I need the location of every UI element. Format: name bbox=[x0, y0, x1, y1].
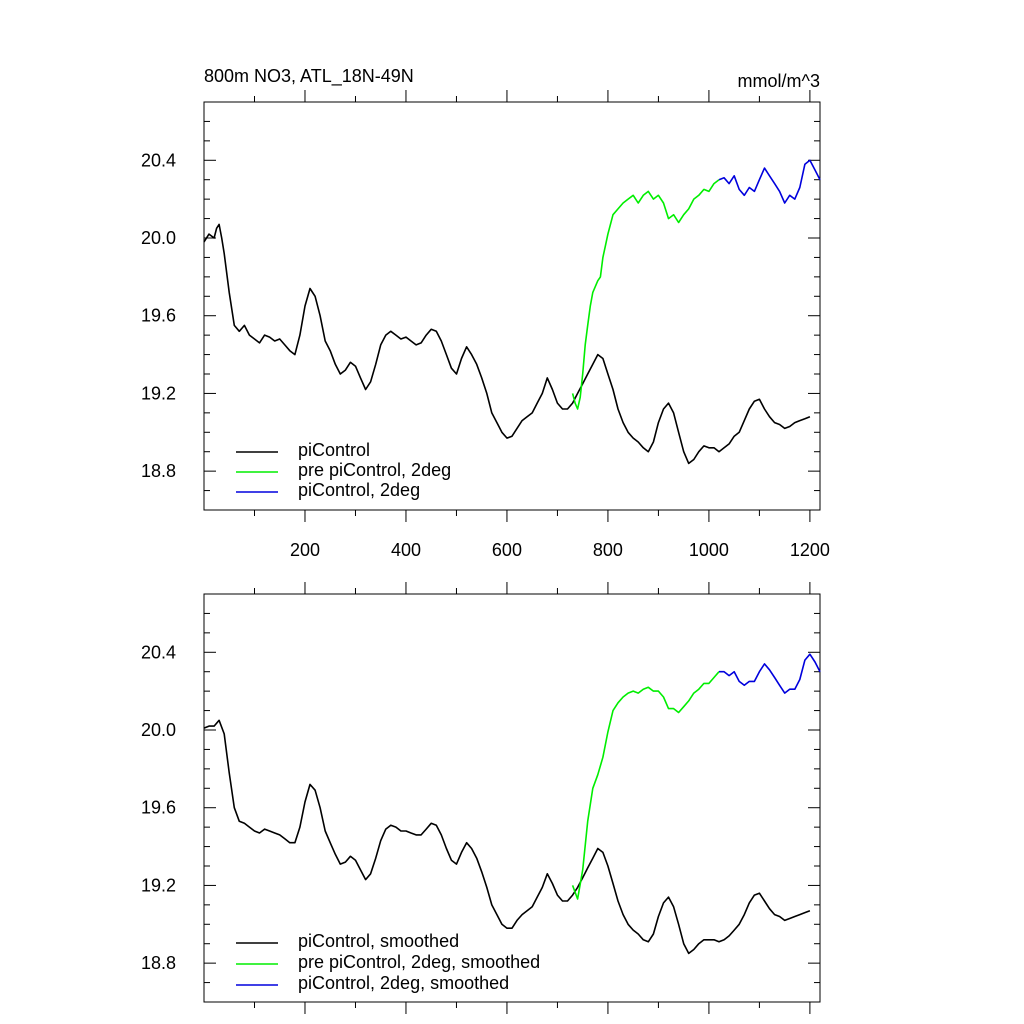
y-tick-label: 19.2 bbox=[141, 383, 176, 403]
legend-label-2: pre piControl, 2deg, smoothed bbox=[298, 952, 540, 972]
y-tick-label: 19.6 bbox=[141, 798, 176, 818]
x-tick-label: 400 bbox=[391, 540, 421, 560]
x-tick-label: 800 bbox=[593, 540, 623, 560]
y-tick-label: 20.0 bbox=[141, 228, 176, 248]
x-tick-label: 1000 bbox=[689, 540, 729, 560]
series-line-2 bbox=[571, 671, 720, 900]
y-tick-label: 18.8 bbox=[141, 953, 176, 973]
series-line-3 bbox=[718, 159, 821, 204]
legend-label-1: piControl bbox=[298, 440, 370, 460]
y-tick-label: 20.0 bbox=[141, 720, 176, 740]
legend-label-3: piControl, 2deg, smoothed bbox=[298, 973, 509, 993]
units-label: mmol/m^3 bbox=[738, 71, 820, 91]
y-tick-label: 18.8 bbox=[141, 461, 176, 481]
plot-frame bbox=[203, 101, 821, 511]
legend-label-3: piControl, 2deg bbox=[298, 480, 420, 500]
series-line-1 bbox=[203, 223, 811, 465]
y-tick-label: 20.4 bbox=[141, 642, 176, 662]
y-tick-label: 20.4 bbox=[141, 150, 176, 170]
x-tick-label: 600 bbox=[492, 540, 522, 560]
top-panel: 18.8 19.2 19.6 20.0 20.4 200 400 600 800 1000 1200… bbox=[141, 90, 830, 560]
x-tick-label: 200 bbox=[290, 540, 320, 560]
series-line-2 bbox=[571, 179, 720, 410]
chart-title: 800m NO3, ATL_18N-49N bbox=[204, 66, 414, 87]
legend-label-1: piControl, smoothed bbox=[298, 931, 459, 951]
plot-frame bbox=[203, 593, 821, 1003]
legend-label-2: pre piControl, 2deg bbox=[298, 460, 451, 480]
series-line-3 bbox=[719, 653, 821, 694]
series-line-1 bbox=[203, 719, 811, 955]
y-tick-label: 19.2 bbox=[141, 875, 176, 895]
y-tick-label: 19.6 bbox=[141, 306, 176, 326]
x-tick-label: 1200 bbox=[790, 540, 830, 560]
